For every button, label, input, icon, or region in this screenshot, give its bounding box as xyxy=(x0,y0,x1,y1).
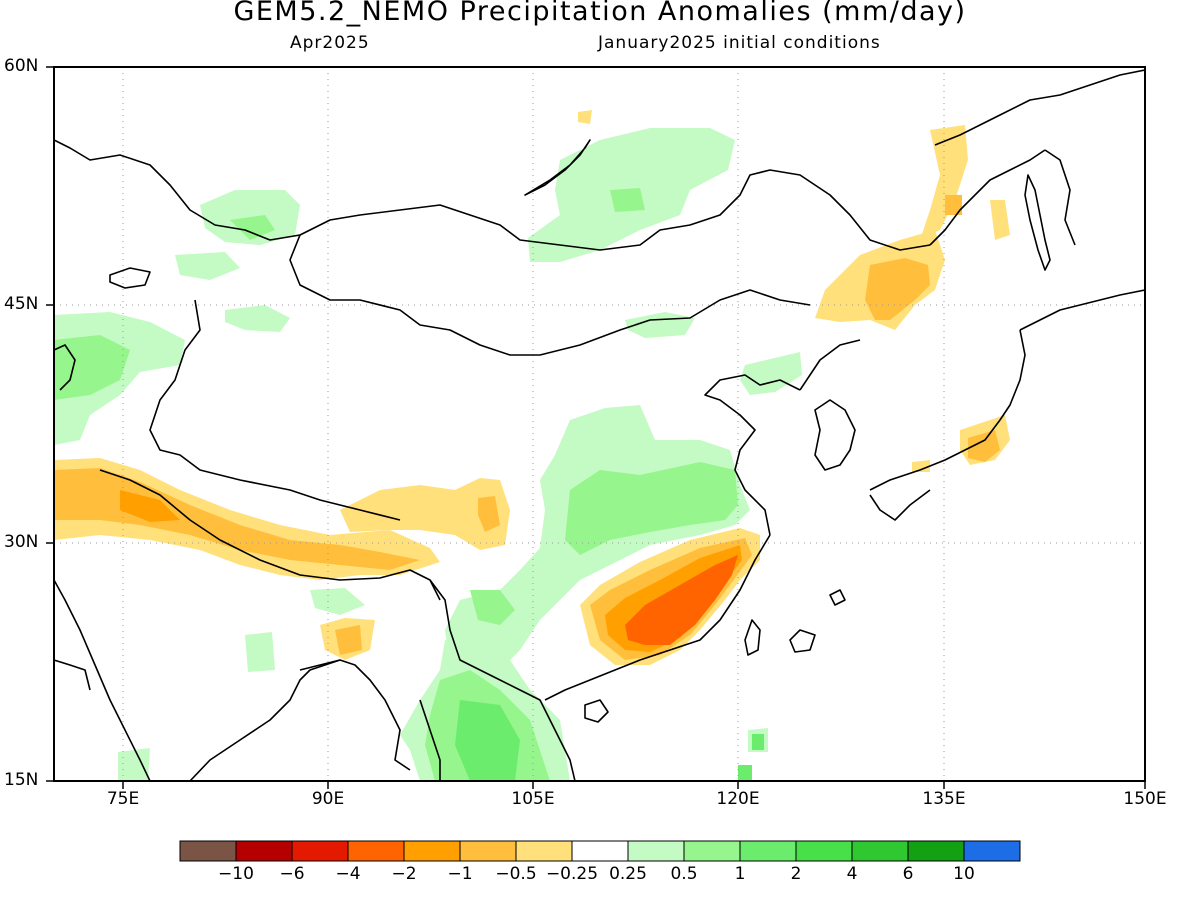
colorbar-swatch xyxy=(739,840,797,862)
wet-anomaly-yunnan xyxy=(310,588,365,615)
lon-label-105e: 105E xyxy=(511,789,555,809)
lat-label-30n: 30N xyxy=(4,532,39,552)
colorbar-tick-label: −2 xyxy=(391,864,417,884)
wet-anomaly-yangtze xyxy=(565,462,738,555)
wet-anomaly-siberia-core xyxy=(610,188,645,212)
lon-label-135e: 135E xyxy=(922,789,966,809)
colorbar-tick-label: −4 xyxy=(335,864,361,884)
wet-anomaly-southwest xyxy=(470,590,515,625)
colorbar-tick-label: 10 xyxy=(953,864,975,884)
colorbar-swatch xyxy=(347,840,405,862)
colorbar-tick-label: 6 xyxy=(902,864,914,884)
lon-label-90e: 90E xyxy=(311,789,345,809)
colorbar-swatch xyxy=(963,840,1021,862)
colorbar-tick-label: −0.25 xyxy=(545,864,599,884)
colorbar-swatch xyxy=(683,840,741,862)
colorbar-tick-label: −1 xyxy=(447,864,473,884)
wet-anomaly-luzon xyxy=(738,765,752,781)
wet-anomaly-altai-core xyxy=(230,215,275,240)
dry-anomaly-tibet-core xyxy=(478,496,500,532)
map-title: GEM5.2_NEMO Precipitation Anomalies (mm/… xyxy=(233,0,967,27)
colorbar-swatch xyxy=(627,840,685,862)
colorbar-swatch xyxy=(459,840,517,862)
colorbar-swatch xyxy=(515,840,573,862)
colorbar-swatch xyxy=(291,840,349,862)
lon-label-75e: 75E xyxy=(106,789,140,809)
wet-anomaly-central-asia-core xyxy=(54,335,130,400)
dry-anomaly-southeast-china-core xyxy=(625,555,738,645)
forecast-month: Apr2025 xyxy=(290,33,370,53)
colorbar-swatch xyxy=(179,840,237,862)
colorbar-tick-label: 4 xyxy=(846,864,858,884)
wet-anomaly-indochina-strong xyxy=(455,700,520,781)
lat-label-45n: 45N xyxy=(4,294,39,314)
colorbar-tick-label: 0.25 xyxy=(609,864,647,884)
map-frame xyxy=(53,66,1146,782)
colorbar-swatch xyxy=(403,840,461,862)
lat-label-15n: 15N xyxy=(4,770,39,790)
lat-label-60n: 60N xyxy=(4,56,39,76)
coastlines xyxy=(54,69,1145,781)
dry-anomaly-tibet xyxy=(340,478,510,550)
wet-anomaly-tianshan xyxy=(225,305,290,332)
dry-anomaly-himalaya-strong xyxy=(120,490,180,522)
colorbar xyxy=(179,840,1021,862)
dry-anomaly-japan-west xyxy=(912,460,930,472)
wet-anomaly-india-south xyxy=(118,748,150,781)
dry-anomaly-manchuria-core xyxy=(865,258,930,320)
colorbar-tick-label: −6 xyxy=(279,864,305,884)
colorbar-swatch xyxy=(851,840,909,862)
dry-anomaly-lake-baikal-north xyxy=(578,110,592,124)
dry-anomaly-sakhalin xyxy=(920,125,968,240)
initial-conditions: January2025 initial conditions xyxy=(598,33,881,53)
dry-anomaly-sakhalin-east xyxy=(990,200,1010,240)
dry-anomaly-himalaya-mid xyxy=(54,468,420,570)
anomaly-shading xyxy=(54,110,1010,781)
colorbar-tick-label: 0.5 xyxy=(670,864,698,884)
dry-anomaly-japan-core xyxy=(968,430,1000,462)
wet-anomaly-bengal xyxy=(245,632,275,672)
wet-anomaly-kazakh xyxy=(175,252,240,280)
lon-label-120e: 120E xyxy=(716,789,760,809)
colorbar-swatch xyxy=(235,840,293,862)
colorbar-swatch xyxy=(795,840,853,862)
colorbar-swatch xyxy=(571,840,629,862)
colorbar-tick-label: 1 xyxy=(734,864,746,884)
dry-anomaly-bangladesh-core xyxy=(335,625,362,655)
colorbar-tick-label: 2 xyxy=(790,864,802,884)
wet-anomaly-north-china xyxy=(740,352,802,395)
colorbar-tick-label: −10 xyxy=(218,864,254,884)
colorbar-tick-label: −0.5 xyxy=(495,864,537,884)
dry-anomaly-sakhalin-core xyxy=(945,195,962,215)
colorbar-swatch xyxy=(907,840,965,862)
lon-label-150e: 150E xyxy=(1123,789,1167,809)
wet-anomaly-taiwan-strong xyxy=(752,734,764,750)
frame-ticks xyxy=(46,66,1146,789)
gridlines xyxy=(54,67,1145,781)
